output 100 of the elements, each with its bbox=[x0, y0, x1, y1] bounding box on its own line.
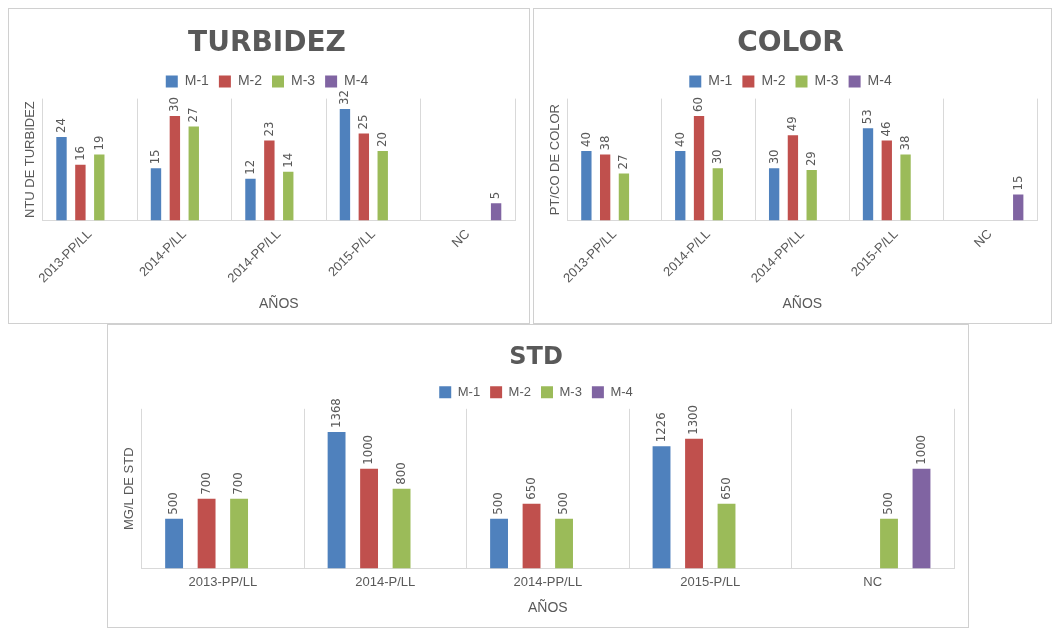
legend-label: M-2 bbox=[237, 72, 263, 89]
data-label: 19 bbox=[90, 135, 106, 151]
data-label: 40 bbox=[671, 132, 687, 147]
data-label: 24 bbox=[52, 118, 68, 133]
data-label: 15 bbox=[147, 149, 163, 165]
legend-label: M-4 bbox=[867, 72, 892, 89]
chart-title: STD bbox=[509, 341, 563, 370]
bar bbox=[150, 168, 162, 221]
data-label: 800 bbox=[392, 462, 408, 485]
data-label: 500 bbox=[555, 492, 571, 515]
data-label: 40 bbox=[577, 132, 593, 147]
legend-label: M-1 bbox=[708, 72, 733, 89]
legend-label: M-1 bbox=[457, 383, 481, 399]
bar bbox=[712, 168, 723, 221]
bar bbox=[787, 135, 799, 221]
y-axis-title: NTU DE TURBIDEZ bbox=[22, 101, 38, 218]
data-label: 500 bbox=[490, 492, 506, 515]
bar bbox=[599, 154, 611, 221]
bar bbox=[693, 116, 705, 221]
data-label: 38 bbox=[596, 135, 612, 151]
bar bbox=[75, 164, 86, 221]
data-label: 1226 bbox=[652, 412, 668, 443]
bar bbox=[283, 171, 294, 221]
bar bbox=[912, 468, 931, 569]
bar bbox=[652, 446, 671, 569]
legend-label: M-4 bbox=[344, 72, 369, 89]
x-tick-label: NC bbox=[448, 226, 473, 251]
data-label: 500 bbox=[880, 492, 896, 515]
bar bbox=[264, 140, 275, 221]
bar bbox=[862, 128, 874, 221]
bar bbox=[230, 498, 249, 569]
bar bbox=[581, 150, 592, 221]
data-label: 5 bbox=[487, 191, 503, 200]
legend-label: M-2 bbox=[508, 383, 531, 399]
bar bbox=[522, 503, 541, 569]
legend-label: M-1 bbox=[184, 72, 210, 89]
bar bbox=[392, 488, 411, 569]
data-label: 650 bbox=[522, 477, 538, 500]
bar bbox=[685, 438, 703, 569]
data-label: 1000 bbox=[912, 434, 928, 465]
data-label: 49 bbox=[784, 116, 800, 132]
bar bbox=[56, 136, 67, 221]
bar bbox=[490, 518, 508, 569]
x-tick-label: 2015-P/LL bbox=[680, 573, 741, 589]
bar bbox=[327, 431, 346, 569]
x-axis-title: AÑOS bbox=[527, 599, 568, 616]
legend-label: M-3 bbox=[814, 72, 839, 89]
bar bbox=[169, 116, 181, 221]
bar bbox=[94, 154, 105, 221]
data-label: 500 bbox=[165, 492, 181, 515]
x-tick-label: NC bbox=[970, 226, 995, 251]
data-label: 16 bbox=[71, 145, 87, 161]
y-axis-title: MG/L DE STD bbox=[121, 447, 137, 530]
bar bbox=[188, 126, 199, 221]
data-label: 1368 bbox=[327, 398, 343, 428]
data-label: 12 bbox=[241, 159, 257, 175]
data-label: 27 bbox=[615, 154, 631, 170]
chart-title: TURBIDEZ bbox=[188, 25, 346, 59]
data-label: 53 bbox=[859, 109, 875, 125]
legend-label: M-4 bbox=[610, 383, 633, 399]
y-axis-title: PT/CO DE COLOR bbox=[547, 103, 563, 216]
data-label: 30 bbox=[765, 149, 781, 165]
legend-label: M-3 bbox=[291, 72, 316, 89]
x-axis-title: AÑOS bbox=[258, 295, 299, 312]
data-label: 15 bbox=[1009, 175, 1025, 191]
bar bbox=[339, 109, 351, 221]
data-label: 1300 bbox=[685, 405, 701, 435]
data-label: 60 bbox=[690, 97, 706, 113]
data-label: 30 bbox=[166, 97, 182, 113]
data-label: 14 bbox=[279, 152, 295, 168]
data-label: 25 bbox=[355, 114, 371, 130]
x-axis-title: AÑOS bbox=[782, 295, 823, 312]
bar bbox=[358, 133, 370, 221]
data-label: 20 bbox=[374, 132, 390, 147]
chart-title: COLOR bbox=[737, 25, 844, 59]
data-label: 46 bbox=[878, 121, 894, 137]
bar bbox=[675, 150, 686, 221]
x-tick-label: 2013-PP/LL bbox=[188, 573, 258, 589]
data-label: 29 bbox=[803, 151, 819, 167]
data-label: 650 bbox=[717, 477, 733, 500]
bar bbox=[717, 503, 736, 569]
x-tick-label: NC bbox=[863, 573, 883, 589]
bar bbox=[900, 154, 911, 221]
x-tick-label: 2014-PP/LL bbox=[513, 573, 583, 589]
bar bbox=[377, 150, 388, 221]
bar bbox=[880, 518, 898, 569]
bar bbox=[1013, 194, 1024, 221]
bar bbox=[806, 170, 817, 221]
data-label: 1000 bbox=[360, 434, 376, 465]
data-label: 700 bbox=[197, 472, 213, 495]
bar bbox=[165, 518, 184, 569]
bar bbox=[555, 518, 573, 569]
bar bbox=[618, 173, 630, 221]
data-label: 30 bbox=[709, 149, 725, 165]
data-label: 27 bbox=[185, 107, 201, 123]
x-tick-label: 2014-P/LL bbox=[355, 573, 416, 589]
bar bbox=[768, 168, 780, 221]
bar bbox=[490, 203, 502, 221]
legend-label: M-3 bbox=[559, 383, 582, 399]
bar bbox=[360, 468, 379, 569]
